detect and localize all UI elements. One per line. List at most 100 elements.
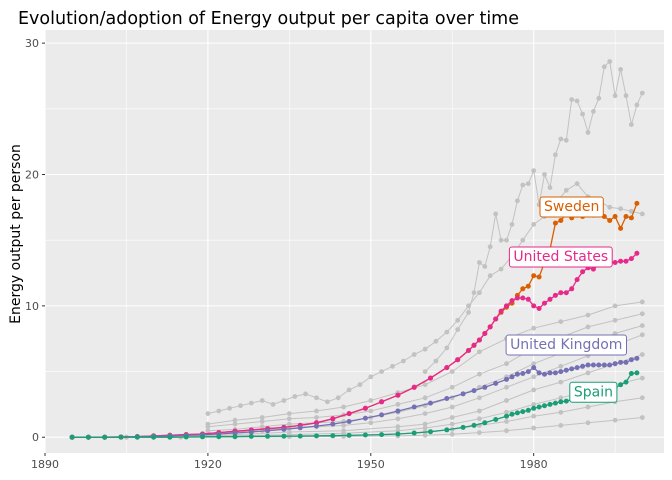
background-point: [395, 402, 401, 407]
data-point: [547, 401, 553, 407]
data-point: [607, 218, 613, 223]
background-point: [639, 299, 645, 305]
background-point: [259, 424, 265, 430]
y-tick-label: 30: [25, 37, 39, 50]
background-point: [515, 198, 520, 204]
data-point: [558, 399, 564, 405]
x-tick-label: 1950: [357, 458, 385, 471]
background-point: [444, 329, 450, 335]
data-point: [455, 357, 461, 363]
data-point: [330, 416, 336, 422]
data-point: [297, 433, 303, 439]
data-point: [444, 427, 450, 433]
data-point: [504, 413, 509, 419]
background-point: [531, 168, 537, 174]
background-point: [585, 420, 591, 426]
data-point: [623, 379, 629, 385]
data-point: [628, 371, 634, 376]
background-point: [341, 423, 346, 428]
y-tick-label: 10: [25, 300, 39, 313]
data-point: [634, 200, 640, 206]
data-point: [574, 365, 580, 371]
background-point: [504, 384, 509, 390]
background-point: [390, 363, 395, 369]
background-point: [449, 431, 455, 437]
data-point: [482, 384, 488, 390]
background-point: [558, 379, 564, 385]
background-point: [639, 415, 645, 420]
data-point: [558, 290, 564, 296]
background-point: [216, 408, 222, 414]
background-point: [639, 332, 645, 338]
background-point: [558, 319, 564, 324]
data-point: [623, 359, 629, 365]
background-point: [563, 137, 569, 143]
series-label-text: Spain: [574, 384, 613, 400]
background-point: [601, 64, 607, 70]
series-label-text: United States: [513, 249, 608, 265]
data-point: [504, 303, 509, 309]
data-point: [444, 365, 450, 371]
background-point: [639, 375, 645, 381]
background-point: [477, 260, 482, 265]
background-point: [303, 391, 308, 397]
background-point: [504, 419, 509, 424]
background-point: [520, 237, 526, 243]
data-point: [281, 426, 287, 432]
background-point: [504, 398, 509, 403]
data-point: [482, 420, 488, 426]
x-tick-label: 1890: [31, 458, 59, 471]
data-point: [330, 433, 336, 439]
y-tick-label: 20: [25, 169, 39, 182]
background-point: [401, 358, 406, 364]
data-point: [525, 283, 531, 289]
data-point: [558, 369, 564, 375]
data-point: [248, 433, 254, 439]
background-point: [591, 109, 596, 114]
data-point: [151, 434, 157, 440]
data-point: [379, 399, 385, 405]
data-point: [314, 433, 319, 439]
data-point: [362, 405, 368, 411]
data-point: [509, 411, 515, 417]
background-point: [286, 411, 292, 416]
data-point: [362, 415, 368, 421]
background-point: [531, 222, 537, 227]
background-point: [563, 187, 569, 193]
data-point: [248, 429, 254, 435]
background-point: [314, 395, 319, 401]
data-point: [297, 425, 303, 431]
data-point: [314, 423, 319, 429]
data-point: [265, 433, 271, 439]
background-point: [422, 346, 428, 352]
data-point: [590, 266, 596, 272]
data-point: [471, 388, 477, 394]
background-point: [368, 408, 374, 414]
background-point: [618, 67, 623, 72]
data-point: [460, 424, 466, 430]
data-point: [628, 215, 634, 221]
data-point: [520, 295, 526, 301]
data-point: [232, 434, 238, 440]
data-point: [618, 359, 624, 365]
data-point: [395, 431, 401, 437]
background-point: [639, 211, 645, 217]
background-point: [531, 361, 537, 367]
background-point: [227, 405, 233, 411]
background-point: [618, 206, 623, 212]
data-point: [460, 391, 466, 397]
data-point: [330, 421, 336, 427]
background-point: [281, 398, 287, 403]
data-point: [487, 324, 493, 330]
data-point: [547, 370, 553, 376]
data-point: [520, 286, 526, 292]
x-tick-label: 1920: [194, 458, 222, 471]
data-point: [612, 260, 618, 265]
background-point: [585, 324, 591, 330]
background-point: [525, 181, 531, 187]
data-point: [585, 362, 591, 368]
background-point: [368, 420, 374, 426]
data-point: [520, 371, 526, 376]
data-point: [536, 370, 542, 376]
background-point: [449, 369, 455, 374]
